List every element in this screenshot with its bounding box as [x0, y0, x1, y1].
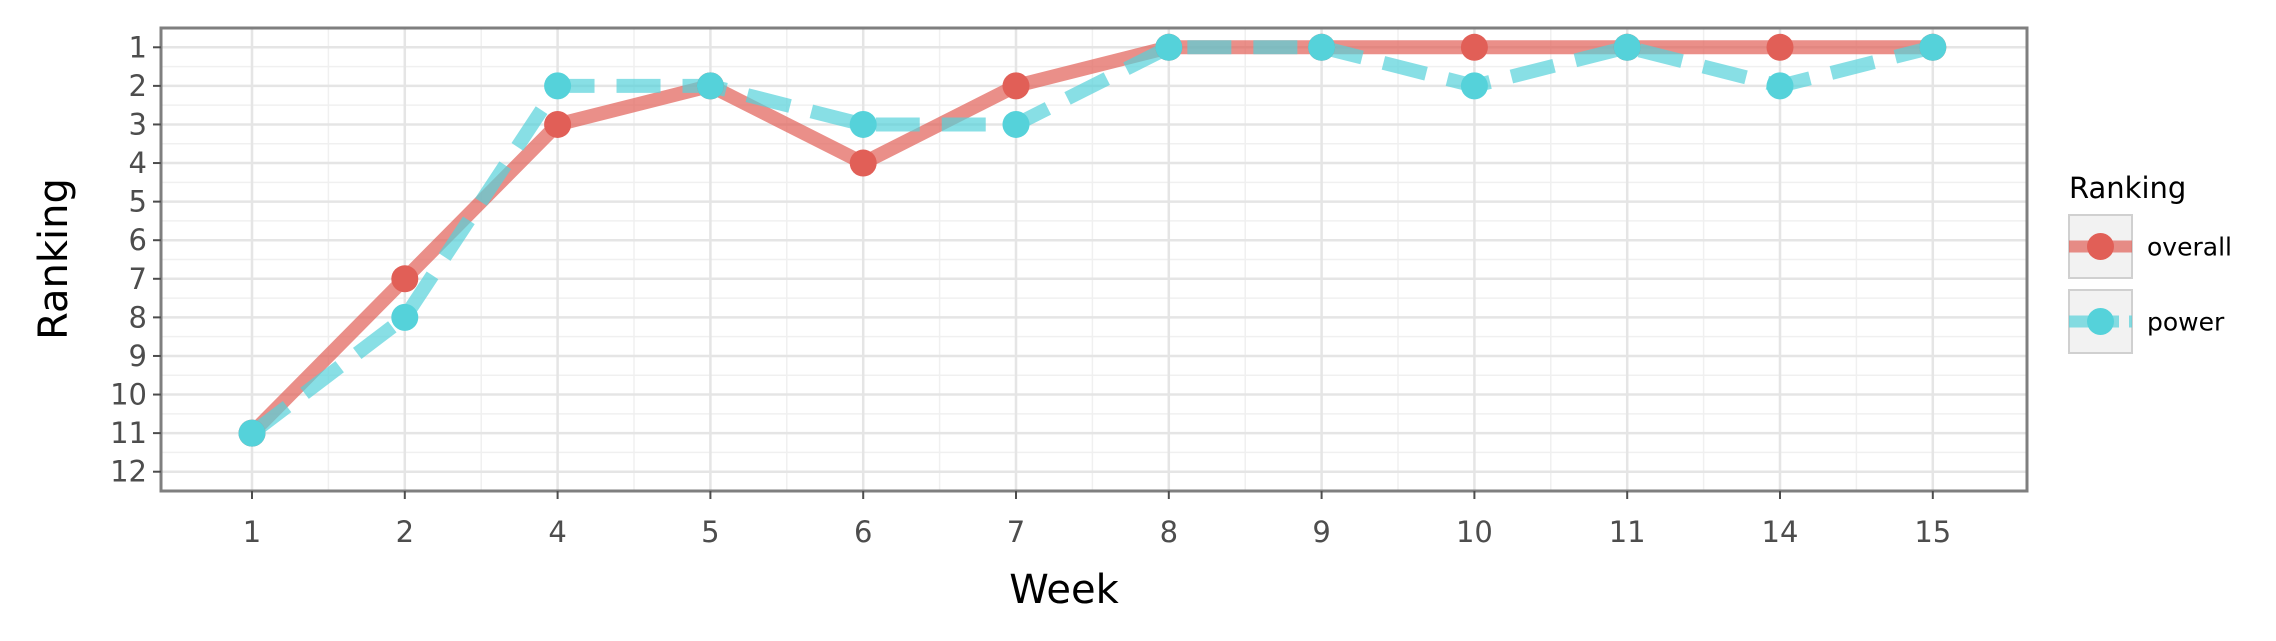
y-tick-label: 1: [129, 30, 147, 64]
data-point-power: [1766, 72, 1794, 100]
x-tick-label: 9: [1312, 515, 1330, 549]
series-layer: [238, 33, 1947, 447]
y-tick-label: 3: [129, 107, 147, 141]
data-point-power: [849, 110, 877, 138]
x-tick-label: 1: [243, 515, 261, 549]
x-tick-label: 11: [1609, 515, 1646, 549]
y-tick-label: 6: [129, 223, 147, 257]
data-point-power: [1919, 33, 1947, 61]
x-tick-label: 6: [854, 515, 872, 549]
data-point-overall: [1002, 72, 1030, 100]
y-tick-label: 2: [129, 69, 147, 103]
legend: Ranking overall power: [2068, 171, 2232, 354]
x-axis-ticks: 1 2 4 5 6 7 8 9 10 11 14 15: [243, 491, 1951, 549]
legend-item-power: power: [2068, 289, 2225, 354]
y-tick-label: 7: [129, 262, 147, 296]
data-point-power: [391, 303, 419, 331]
x-axis-title: Week: [1009, 567, 1119, 613]
x-tick-label: 10: [1456, 515, 1493, 549]
y-tick-label: 9: [129, 339, 147, 373]
y-tick-label: 12: [110, 455, 147, 489]
x-tick-label: 2: [396, 515, 414, 549]
data-point-power: [1460, 72, 1488, 100]
data-point-power: [1155, 33, 1183, 61]
data-point-power: [544, 72, 572, 100]
y-axis-title: Ranking: [31, 178, 77, 340]
data-point-power: [1308, 33, 1336, 61]
data-point-overall: [391, 265, 419, 293]
legend-label: power: [2147, 308, 2225, 337]
data-point-power: [1613, 33, 1641, 61]
legend-key-point: [2087, 308, 2114, 335]
x-tick-label: 14: [1762, 515, 1799, 549]
x-tick-label: 8: [1160, 515, 1178, 549]
y-tick-label: 11: [110, 416, 147, 450]
plot-border: [159, 26, 2029, 493]
y-tick-label: 8: [129, 300, 147, 334]
x-tick-label: 7: [1007, 515, 1025, 549]
x-tick-label: 5: [701, 515, 719, 549]
data-point-overall: [1460, 33, 1488, 61]
legend-title: Ranking: [2069, 171, 2186, 205]
y-tick-label: 10: [110, 378, 147, 412]
data-point-overall: [849, 149, 877, 177]
legend-key-point: [2087, 233, 2114, 260]
x-tick-label: 15: [1914, 515, 1951, 549]
series-line-power: [247, 40, 1935, 439]
y-tick-label: 4: [129, 146, 147, 180]
legend-label: overall: [2147, 233, 2232, 262]
data-point-overall: [544, 110, 572, 138]
data-point-power: [696, 72, 724, 100]
data-point-overall: [1766, 33, 1794, 61]
x-tick-label: 4: [548, 515, 566, 549]
data-point-power: [238, 419, 266, 447]
legend-item-overall: overall: [2068, 214, 2232, 279]
y-tick-label: 5: [129, 185, 147, 219]
data-point-power: [1002, 110, 1030, 138]
